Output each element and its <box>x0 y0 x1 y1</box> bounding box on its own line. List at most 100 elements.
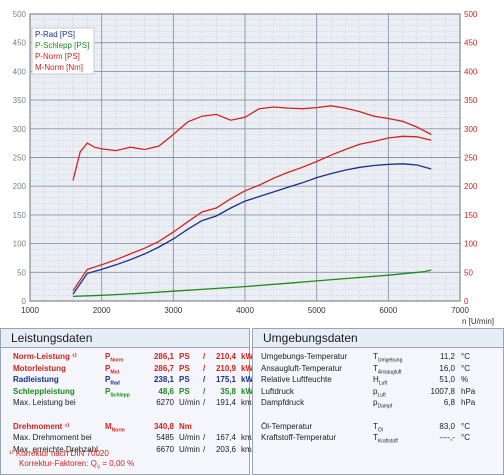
env-value: 83,0 <box>439 421 455 431</box>
env-symbol-letter: p <box>373 398 378 408</box>
row-symbol-sub: Schlepp <box>110 392 130 399</box>
env-symbol-letter: T <box>373 352 378 361</box>
row-unit-2: kW <box>241 363 253 373</box>
series-line-1 <box>72 269 432 298</box>
environment-row: Kraftstoff-Temperatur TKraftstoff ----,- °C <box>253 432 503 445</box>
env-symbol: HLuft <box>373 374 387 390</box>
env-symbol: TÖl <box>373 421 383 437</box>
env-symbol-sub: Luft <box>377 392 386 399</box>
env-symbol-letter: T <box>373 433 378 443</box>
performance-row: Norm-Leistung ¹⁾ PNorm 286,1 PS / 210,4 kW <box>1 351 253 364</box>
row-unit-1: U/min <box>179 433 200 443</box>
env-value: 11,2 <box>440 352 455 361</box>
env-symbol: pDampf <box>373 397 392 413</box>
row-unit-1: PS <box>179 375 190 385</box>
row-value-1: 286,1 <box>153 352 174 361</box>
y-right-tick-label: 350 <box>464 96 478 105</box>
env-symbol-letter: H <box>373 375 379 385</box>
y-left-tick-label: 300 <box>13 125 27 134</box>
environment-row: Umgebungs-Temperatur TUmgebung 11,2 °C <box>253 351 503 364</box>
row-value-1: 286,7 <box>153 363 174 373</box>
performance-row <box>1 409 249 421</box>
legend-entry: M-Norm [Nm] <box>35 63 83 72</box>
env-value: 16,0 <box>439 363 455 373</box>
env-symbol: TKraftstoff <box>373 432 398 448</box>
row-symbol-sub: Mot <box>110 369 120 376</box>
env-symbol-sub: Dampf <box>377 403 393 410</box>
row-value-1: 5485 <box>156 433 174 443</box>
series-line-0 <box>72 163 432 295</box>
environment-rows: Umgebungs-Temperatur TUmgebung 11,2 °C Ansau… <box>253 351 503 445</box>
row-label: Schleppleistung <box>13 386 75 396</box>
y-right-tick-label: 150 <box>464 211 478 220</box>
row-separator: / <box>203 386 206 396</box>
env-value: 51,0 <box>439 375 455 385</box>
y-left-tick-label: 250 <box>13 154 27 163</box>
row-value-1: 6270 <box>156 398 174 408</box>
correction-factors-value: = 0,00 % <box>100 459 135 468</box>
row-label: Norm-Leistung ¹⁾ <box>13 352 77 361</box>
x-tick-label: 1000 <box>21 306 39 315</box>
x-tick-label: 4000 <box>236 306 254 315</box>
row-symbol-letter: P <box>105 363 111 373</box>
performance-panel-title: Leistungsdaten <box>1 329 249 348</box>
row-value-1: 340,8 <box>153 421 174 431</box>
row-unit-1: Nm <box>179 421 192 431</box>
plot-frame <box>29 13 461 302</box>
y-right-tick-label: 200 <box>464 182 478 191</box>
row-label: Radleistung <box>13 375 59 385</box>
env-symbol-letter: T <box>373 363 378 373</box>
environment-row <box>253 409 503 421</box>
row-symbol: PMot <box>105 363 119 379</box>
series-line-3 <box>72 105 432 181</box>
row-unit-2: km/h <box>241 444 259 454</box>
x-tick-label: 5000 <box>308 306 326 315</box>
row-value-1: 6670 <box>156 444 174 454</box>
row-symbol-letter: P <box>105 386 111 396</box>
performance-row: Drehmoment ¹⁾ MNorm 340,8 Nm <box>1 421 249 434</box>
performance-row: Max. erreichte Drehzahl 6670 U/min/ 203,6 km… <box>1 444 258 456</box>
y-left-tick-label: 450 <box>13 39 27 48</box>
env-symbol-sub: Luft <box>378 380 388 387</box>
env-symbol: TUmgebung <box>373 351 402 367</box>
legend-entry: P-Rad [PS] <box>35 30 75 39</box>
y-left-tick-label: 500 <box>13 10 27 19</box>
x-axis-label: n [U/min] <box>462 317 494 326</box>
y-right-tick-label: 50 <box>464 268 473 277</box>
environment-panel-title: Umgebungsdaten <box>253 329 503 348</box>
env-unit: °C <box>461 363 470 373</box>
row-symbol-letter: P <box>105 352 111 361</box>
environment-row: Luftdruck pLuft 1007,8 hPa <box>253 386 503 399</box>
env-label: Luftdruck <box>261 386 294 396</box>
data-panels: Leistungsdaten Norm-Leistung ¹⁾ PNorm 286,… <box>0 328 504 475</box>
y-left-tick-label: 150 <box>13 211 27 220</box>
correction-note: ¹⁾ Korrektur nach DIN 70020 <box>9 449 109 458</box>
y-right-tick-label: 400 <box>464 67 478 76</box>
x-tick-label: 3000 <box>164 306 182 315</box>
y-right-tick-label: 100 <box>464 240 478 249</box>
x-tick-label: 2000 <box>93 306 111 315</box>
y-right-tick-label: 250 <box>464 154 478 163</box>
row-value-2: 35,8 <box>220 386 236 396</box>
env-value: 1007,8 <box>430 386 455 396</box>
performance-row: Radleistung PRad 238,1 PS / 175,1 kW <box>1 374 253 387</box>
row-value-2: 191,4 <box>215 398 236 408</box>
correction-factors-label: Korrektur-Faktoren: Q <box>19 459 97 468</box>
env-label: Ansaugluft-Temperatur <box>261 363 342 373</box>
row-symbol: MNorm <box>105 421 125 437</box>
x-tick-label: 7000 <box>451 306 469 315</box>
row-symbol-sub: Norm <box>110 357 124 364</box>
series-line-2 <box>72 135 432 292</box>
performance-row: Max. Drehmoment bei 5485 U/min/ 167,4 km/h <box>1 432 258 444</box>
row-separator: / <box>203 444 206 454</box>
correction-factors-sub: V <box>96 464 101 471</box>
y-left-tick-label: 50 <box>17 268 26 277</box>
row-unit-1: U/min <box>179 444 200 454</box>
env-unit: % <box>461 375 469 385</box>
env-label: Relative Luftfeuchte <box>261 375 332 385</box>
y-right-tick-label: 0 <box>464 297 469 306</box>
curves <box>72 105 432 298</box>
performance-panel: Leistungsdaten Norm-Leistung ¹⁾ PNorm 286,… <box>0 328 258 475</box>
row-label: Max. Leistung bei <box>13 398 76 408</box>
row-unit-2: kW <box>241 375 253 385</box>
